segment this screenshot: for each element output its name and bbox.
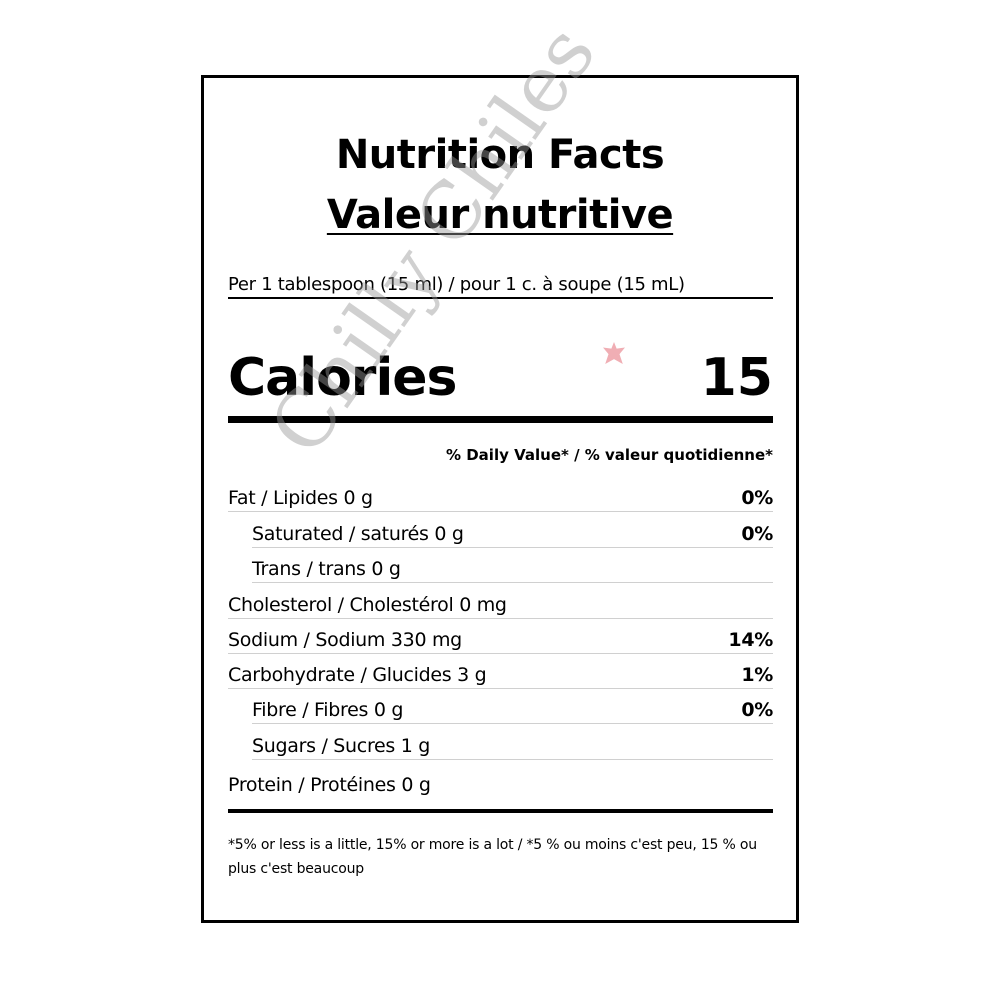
nutrition-facts-label: Nutrition Facts Valeur nutritive Per 1 t…	[201, 75, 799, 923]
nutrient-percent: 1%	[741, 664, 773, 686]
nutrient-name: Carbohydrate / Glucides 3 g	[228, 664, 487, 686]
nutrient-row-trans: Trans / trans 0 g	[252, 547, 773, 583]
nutrient-percent: 0%	[741, 487, 773, 509]
nutrient-name: Fat / Lipides 0 g	[228, 487, 373, 509]
nutrient-percent: 0%	[741, 523, 773, 545]
nutrient-name: Sodium / Sodium 330 mg	[228, 629, 462, 651]
nutrient-percent: 0%	[741, 699, 773, 721]
nutrient-name: Sugars / Sucres 1 g	[252, 735, 431, 757]
thick-divider	[228, 809, 773, 813]
nutrient-percent: 14%	[728, 629, 773, 651]
serving-size: Per 1 tablespoon (15 ml) / pour 1 c. à s…	[228, 274, 685, 295]
footnote: *5% or less is a little, 15% or more is …	[228, 837, 757, 877]
title-english: Nutrition Facts	[335, 132, 665, 178]
calories-label: Calories	[228, 348, 457, 408]
nutrient-row-fat: Fat / Lipides 0 g 0%	[228, 476, 773, 512]
nutrient-name: Protein / Protéines 0 g	[228, 774, 431, 796]
nutrient-row-protein: Protein / Protéines 0 g	[228, 763, 773, 798]
nutrient-name: Saturated / saturés 0 g	[252, 523, 464, 545]
nutrient-row-sugars: Sugars / Sucres 1 g	[252, 724, 773, 760]
nutrient-name: Cholesterol / Cholestérol 0 mg	[228, 594, 507, 616]
nutrient-row-carbohydrate: Carbohydrate / Glucides 3 g 1%	[228, 653, 773, 689]
thick-divider	[228, 416, 773, 423]
nutrient-row-cholesterol: Cholesterol / Cholestérol 0 mg	[228, 583, 773, 619]
daily-value-header: % Daily Value* / % valeur quotidienne*	[445, 446, 773, 464]
nutrient-name: Fibre / Fibres 0 g	[252, 699, 404, 721]
title-french: Valeur nutritive	[204, 192, 796, 238]
nutrient-row-fibre: Fibre / Fibres 0 g 0%	[252, 688, 773, 724]
calories-value: 15	[700, 348, 773, 408]
nutrient-name: Trans / trans 0 g	[252, 558, 401, 580]
title-french-text: Valeur nutritive	[326, 192, 674, 238]
divider	[228, 297, 773, 299]
nutrient-row-sodium: Sodium / Sodium 330 mg 14%	[228, 618, 773, 654]
nutrient-row-saturated: Saturated / saturés 0 g 0%	[252, 512, 773, 548]
